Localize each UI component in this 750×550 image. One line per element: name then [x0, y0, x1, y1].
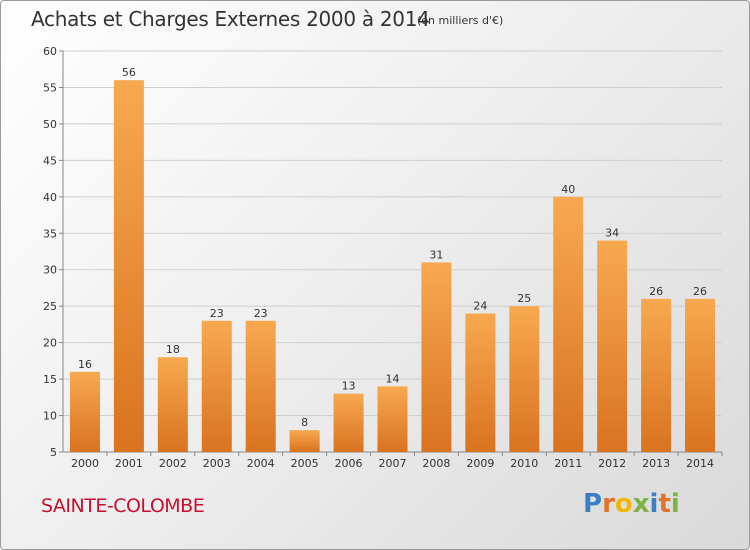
data-label: 56: [122, 66, 136, 79]
y-tick-label: 15: [43, 373, 57, 386]
bar: [69, 371, 100, 452]
y-tick-label: 55: [43, 81, 57, 94]
bar: [113, 80, 144, 452]
bar: [685, 298, 716, 452]
commune-name: SAINTE-COLOMBE: [41, 495, 205, 517]
x-tick-label: 2004: [247, 457, 275, 470]
bar: [597, 240, 628, 452]
x-tick-label: 2002: [159, 457, 187, 470]
logo-letter: t: [658, 489, 671, 519]
logo-letter: i: [649, 489, 659, 519]
data-label: 23: [254, 307, 268, 320]
data-label: 16: [78, 358, 92, 371]
bar: [201, 320, 232, 452]
bar: [553, 196, 584, 452]
x-tick-label: 2009: [466, 457, 494, 470]
bar: [157, 357, 188, 452]
logo-letter: P: [583, 489, 603, 519]
x-tick-label: 2012: [598, 457, 626, 470]
logo-letter: r: [602, 489, 615, 519]
logo-letter: x: [632, 489, 650, 519]
y-tick-label: 45: [43, 154, 57, 167]
bar: [465, 313, 496, 452]
x-tick-label: 2007: [379, 457, 407, 470]
chart-subtitle: (en milliers d'€): [417, 14, 504, 27]
x-tick-label: 2003: [203, 457, 231, 470]
x-tick-label: 2011: [554, 457, 582, 470]
bar: [377, 386, 408, 452]
data-labels: 16 56 18 23 23 8 13 14 31 24 25 40 34 26 26: [78, 66, 707, 429]
chart-title: Achats et Charges Externes 2000 à 2014: [31, 7, 430, 31]
x-tick-label: 2013: [642, 457, 670, 470]
data-label: 14: [386, 372, 400, 385]
proxiti-logo: Proxiti: [583, 489, 680, 519]
y-tick-label: 30: [43, 264, 57, 277]
data-label: 31: [429, 248, 443, 261]
y-tick-label: 5: [50, 446, 57, 459]
x-tick-label: 2001: [115, 457, 143, 470]
bar: [509, 306, 540, 452]
x-tick-label: 2010: [510, 457, 538, 470]
x-tick-labels: 2000 2001 2002 2003 2004 2005 2006 2007 2008 2009…: [71, 457, 714, 470]
data-label: 13: [342, 380, 356, 393]
data-label: 23: [210, 307, 224, 320]
x-tick-label: 2006: [335, 457, 363, 470]
data-label: 8: [301, 416, 308, 429]
bar: [421, 262, 452, 452]
data-label: 26: [649, 285, 663, 298]
y-tick-label: 35: [43, 227, 57, 240]
y-tick-label: 40: [43, 191, 57, 204]
y-tick-label: 25: [43, 300, 57, 313]
data-label: 40: [561, 183, 575, 196]
x-tick-label: 2000: [71, 457, 99, 470]
logo-letter: i: [670, 489, 680, 519]
x-tick-label: 2008: [422, 457, 450, 470]
bar: [289, 430, 320, 452]
data-label: 24: [473, 299, 487, 312]
y-tick-label: 50: [43, 118, 57, 131]
x-tick-label: 2014: [686, 457, 714, 470]
data-label: 26: [693, 285, 707, 298]
y-tick-label: 10: [43, 410, 57, 423]
data-label: 34: [605, 227, 619, 240]
x-tick-label: 2005: [291, 457, 319, 470]
data-label: 25: [517, 292, 531, 305]
y-tick-label: 60: [43, 45, 57, 58]
bars: [69, 80, 716, 452]
y-tick-label: 20: [43, 337, 57, 350]
bar: [333, 393, 364, 452]
logo-letter: o: [614, 489, 633, 519]
bar: [245, 320, 276, 452]
y-tick-labels: 5 10 15 20 25 30 35 40 45 50 55 60: [43, 45, 57, 459]
data-label: 18: [166, 343, 180, 356]
bar: [641, 298, 672, 452]
